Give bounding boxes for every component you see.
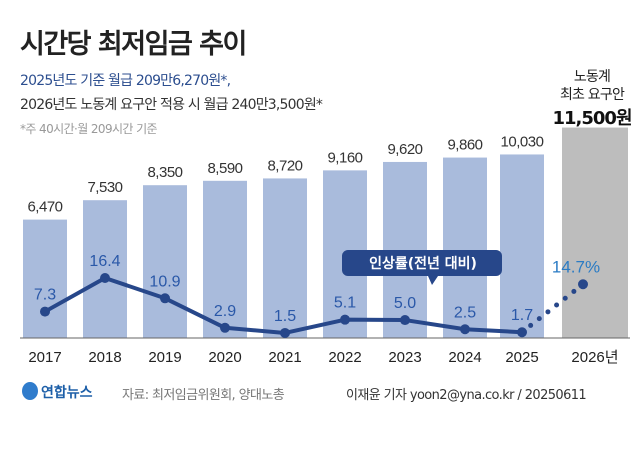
bar-2025 bbox=[500, 154, 544, 338]
bar-2021 bbox=[263, 178, 307, 338]
bar-label: 7,530 bbox=[87, 179, 122, 196]
legend-callout bbox=[342, 250, 502, 285]
credit: 이재윤 기자 yoon2@yna.co.kr / 20250611 bbox=[346, 388, 587, 403]
rate-label: 2.9 bbox=[214, 303, 236, 320]
rate-point bbox=[517, 327, 527, 338]
rate-point bbox=[460, 324, 470, 335]
bar-label: 9,620 bbox=[387, 141, 422, 158]
x-tick-label: 2026년 bbox=[571, 349, 618, 366]
subtitle-2025: 2025년도 기준 월급 209만6,270원*, bbox=[20, 73, 231, 89]
rate-label: 16.4 bbox=[89, 253, 120, 270]
footnote: *주 40시간·월 209시간 기준 bbox=[20, 122, 158, 136]
logo-text: 연합뉴스 bbox=[41, 385, 93, 401]
rate-point bbox=[40, 306, 50, 317]
x-tick-label: 2025 bbox=[505, 349, 538, 366]
rate-point bbox=[340, 314, 350, 325]
page-title: 시간당 최저임금 추이 bbox=[20, 29, 247, 60]
bar-label: 6,470 bbox=[27, 199, 62, 216]
rate-label: 1.5 bbox=[274, 308, 296, 325]
bar-label: 8,350 bbox=[147, 164, 182, 181]
x-tick-label: 2022 bbox=[328, 349, 361, 366]
bar-label: 8,590 bbox=[207, 160, 242, 177]
bar-label: 8,720 bbox=[267, 157, 302, 174]
x-tick-label: 2017 bbox=[28, 349, 61, 366]
logo: 연합뉴스 bbox=[22, 382, 93, 402]
bar-label: 9,860 bbox=[447, 137, 482, 154]
legend-label: 인상률(전년 대비) bbox=[369, 255, 477, 272]
rate-label: 2.5 bbox=[454, 304, 476, 321]
rate-point bbox=[100, 272, 110, 283]
rate-label: 7.3 bbox=[34, 287, 56, 304]
bar-2017 bbox=[23, 219, 67, 338]
rate-point bbox=[578, 279, 588, 290]
bar-label: 9,160 bbox=[327, 149, 362, 166]
x-tick-label: 2023 bbox=[388, 349, 421, 366]
rate-label: 10.9 bbox=[149, 273, 180, 290]
rate-point bbox=[400, 315, 410, 326]
rate-point bbox=[160, 293, 170, 304]
x-tick-label: 2021 bbox=[268, 349, 301, 366]
request-value: 11,500원 bbox=[552, 108, 632, 129]
request-label: 노동계 최초 요구안 bbox=[559, 69, 625, 103]
bar-label: 10,030 bbox=[501, 133, 544, 150]
rate-label: 14.7% bbox=[552, 257, 600, 276]
x-tick-label: 2019 bbox=[148, 349, 181, 366]
bar-2018 bbox=[83, 200, 127, 338]
rate-label: 5.0 bbox=[394, 295, 416, 312]
rate-point bbox=[220, 322, 230, 333]
bar-2019 bbox=[143, 185, 187, 338]
bar-2026년 bbox=[562, 127, 628, 338]
source: 자료: 최저임금위원회, 양대노총 bbox=[122, 388, 285, 403]
bar-2023 bbox=[383, 161, 427, 338]
x-tick-label: 2020 bbox=[208, 349, 241, 366]
rate-point bbox=[280, 327, 290, 338]
x-tick-label: 2018 bbox=[88, 349, 121, 366]
rate-line-projected bbox=[519, 281, 586, 335]
rate-label: 5.1 bbox=[334, 295, 356, 312]
bar-2024 bbox=[443, 157, 487, 338]
bar-2020 bbox=[203, 180, 247, 338]
rate-label: 1.7 bbox=[511, 307, 533, 324]
subtitle-2026: 2026년도 노동계 요구안 적용 시 월급 240만3,500원* bbox=[20, 97, 323, 113]
logo-icon bbox=[22, 382, 38, 400]
x-tick-label: 2024 bbox=[448, 349, 481, 366]
